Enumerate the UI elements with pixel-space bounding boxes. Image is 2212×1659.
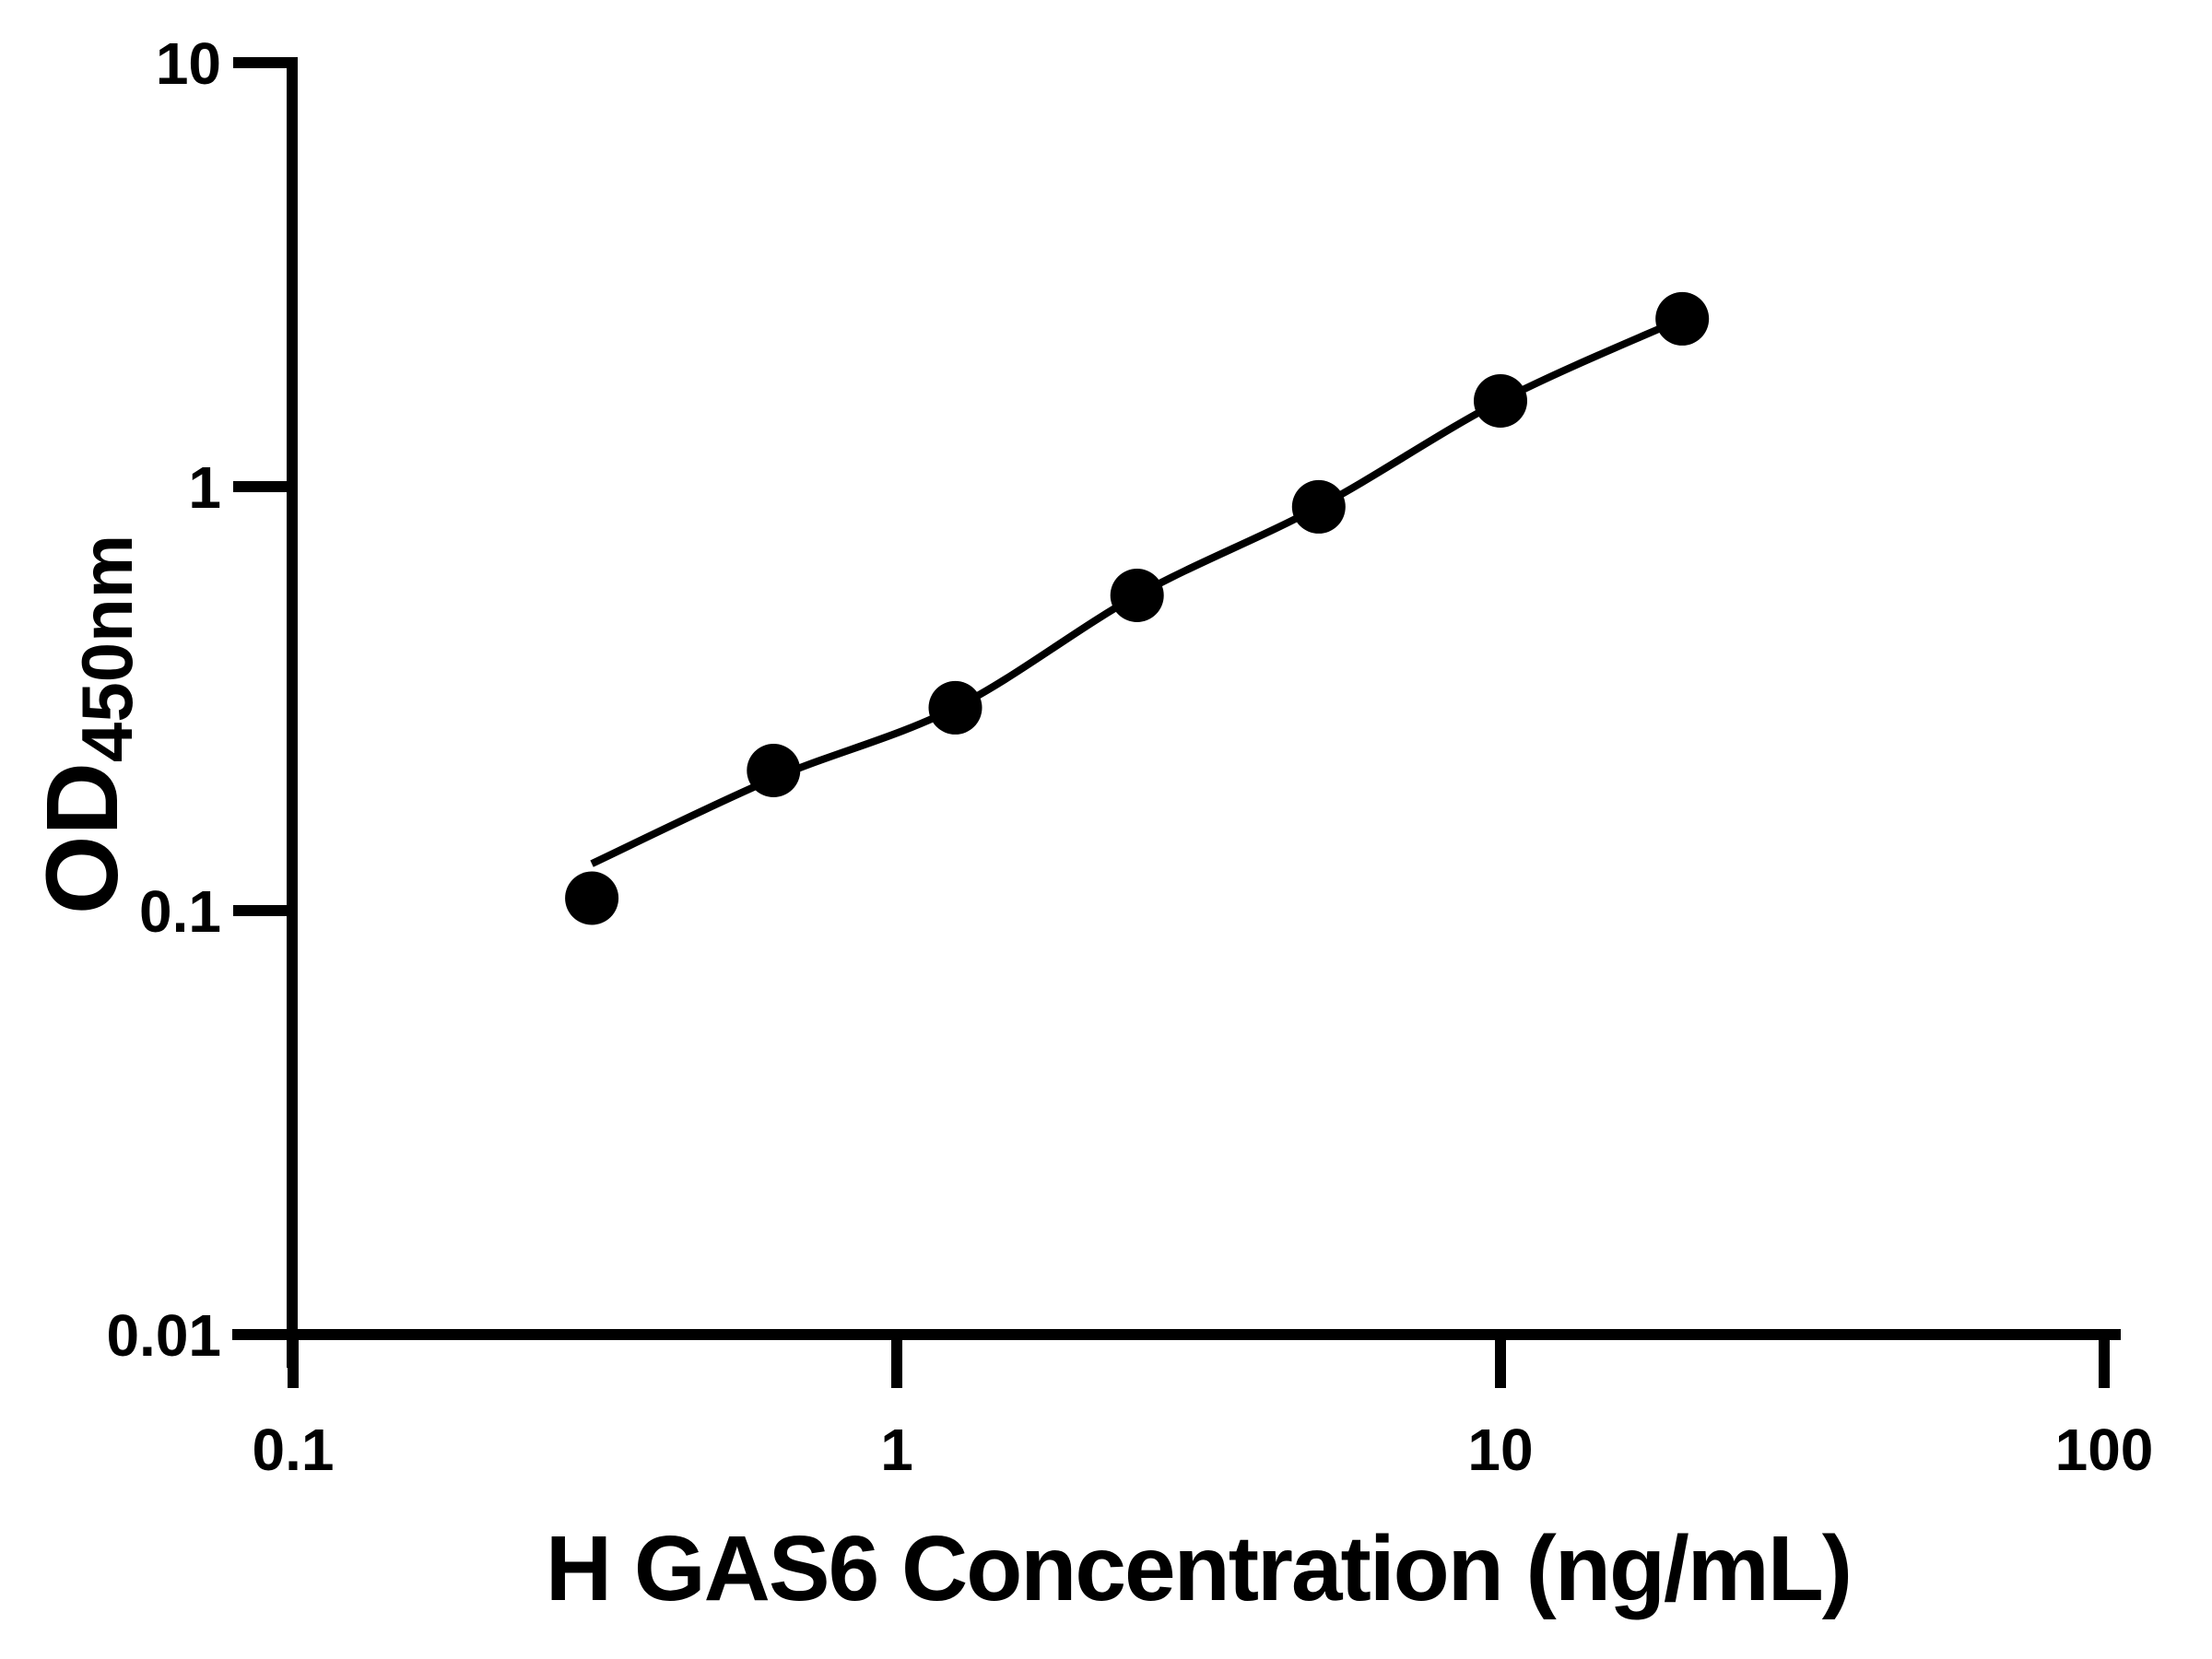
- data-point: [1474, 374, 1527, 428]
- data-point: [1655, 291, 1710, 346]
- x-tick-label: 0.1: [253, 1417, 335, 1483]
- data-point: [928, 680, 982, 735]
- y-axis-title: OD450nm: [26, 535, 147, 914]
- y-axis-title-base: OD: [26, 762, 139, 914]
- data-point: [565, 871, 619, 925]
- x-axis-title: H GAS6 Concentration (ng/mL): [546, 1517, 1851, 1620]
- y-axis-title-subscript: 450nm: [66, 535, 147, 762]
- y-tick-label: 0.1: [139, 878, 221, 945]
- x-tick-label: 100: [2055, 1417, 2154, 1483]
- data-point: [1291, 479, 1346, 534]
- y-tick-label: 0.01: [106, 1302, 221, 1369]
- y-tick-label: 10: [156, 30, 221, 97]
- data-point: [747, 744, 801, 797]
- axes-layer: [232, 57, 2121, 1388]
- plot-layer: [565, 291, 1710, 925]
- tick-labels-layer: 0.01 0.1 1 10 0.1 1 10 100: [106, 30, 2153, 1483]
- x-tick-label: 1: [880, 1417, 913, 1483]
- x-tick-label: 10: [1467, 1417, 1533, 1483]
- data-point: [1110, 569, 1164, 622]
- y-tick-label: 1: [188, 454, 221, 521]
